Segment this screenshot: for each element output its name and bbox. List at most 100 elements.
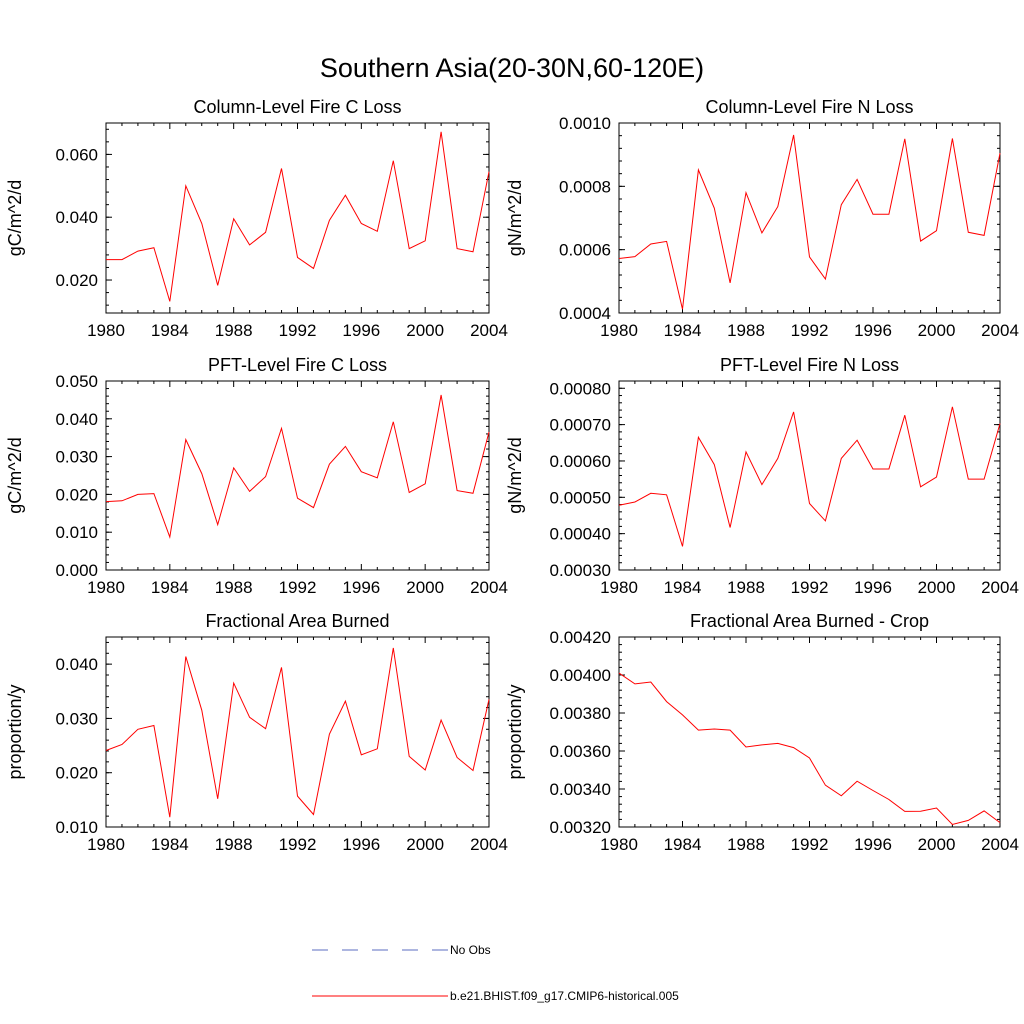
x-tick-label: 1984 <box>664 321 702 340</box>
panel-4: PFT-Level Fire N Loss 1980 1984 1988 1992 199… <box>505 355 1019 597</box>
plot-frame <box>618 636 1001 828</box>
y-tick-label: 0.020 <box>55 271 98 290</box>
y-tick-label: 0.00360 <box>550 742 611 761</box>
plot-frame <box>105 380 490 571</box>
y-tick-label: 0.00080 <box>550 379 611 398</box>
y-axis-label: gN/m^2/d <box>505 180 525 256</box>
x-tick-label: 1984 <box>664 578 702 597</box>
x-tick-label: 1984 <box>151 835 189 854</box>
x-tick-label: 1996 <box>342 578 380 597</box>
plot-frame <box>618 122 1001 314</box>
y-tick-label: 0.0004 <box>559 304 611 323</box>
x-tick-label: 2004 <box>981 578 1019 597</box>
x-tick-label: 1988 <box>215 835 253 854</box>
x-tick-label: 1992 <box>791 578 829 597</box>
y-tick-label: 0.060 <box>55 145 98 164</box>
y-axis-label: gC/m^2/d <box>5 180 25 256</box>
x-tick-label: 1992 <box>279 321 317 340</box>
panel-3: PFT-Level Fire C Loss 1980 1984 1988 1992 199… <box>5 355 508 597</box>
x-tick-label: 2004 <box>981 835 1019 854</box>
plot-frame <box>618 380 1001 571</box>
x-tick-label: 1980 <box>600 578 638 597</box>
y-tick-label: 0.040 <box>55 410 98 429</box>
x-tick-label: 2000 <box>406 835 444 854</box>
y-tick-label: 0.020 <box>55 485 98 504</box>
y-tick-label: 0.00400 <box>550 666 611 685</box>
x-tick-label: 1996 <box>342 321 380 340</box>
legend-obs-label: No Obs <box>450 943 491 957</box>
y-tick-label: 0.00050 <box>550 488 611 507</box>
y-tick-label: 0.010 <box>55 818 98 837</box>
y-axis-label: gN/m^2/d <box>505 437 525 513</box>
x-tick-label: 1988 <box>215 578 253 597</box>
x-tick-label: 1996 <box>854 321 892 340</box>
x-tick-label: 1984 <box>151 321 189 340</box>
series-line <box>105 394 490 540</box>
x-tick-label: 2004 <box>470 578 508 597</box>
x-tick-label: 1992 <box>791 835 829 854</box>
y-tick-label: 0.00030 <box>550 561 611 580</box>
x-tick-label: 1996 <box>854 835 892 854</box>
panel-title: Column-Level Fire C Loss <box>193 97 401 117</box>
x-tick-label: 1988 <box>727 578 765 597</box>
plot-frame <box>105 636 490 828</box>
panel-title: Fractional Area Burned <box>205 611 389 631</box>
panel-title: PFT-Level Fire N Loss <box>720 355 899 375</box>
x-tick-label: 1996 <box>342 835 380 854</box>
x-tick-label: 2000 <box>918 578 956 597</box>
x-tick-label: 1980 <box>600 835 638 854</box>
plot-frame <box>105 122 490 314</box>
y-tick-label: 0.0008 <box>559 177 611 196</box>
y-tick-label: 0.00040 <box>550 525 611 544</box>
panel-6: Fractional Area Burned - Crop 1980 1984 198… <box>505 611 1019 854</box>
x-tick-label: 2000 <box>406 321 444 340</box>
y-tick-label: 0.050 <box>55 372 98 391</box>
series-line <box>618 672 1001 826</box>
x-tick-label: 1992 <box>279 578 317 597</box>
series-line <box>618 134 1001 310</box>
y-tick-label: 0.000 <box>55 561 98 580</box>
x-tick-label: 1992 <box>791 321 829 340</box>
y-tick-label: 0.040 <box>55 655 98 674</box>
panel-title: Fractional Area Burned - Crop <box>690 611 929 631</box>
y-tick-label: 0.00380 <box>550 704 611 723</box>
legend-model-label: b.e21.BHIST.f09_g17.CMIP6-historical.005 <box>450 989 679 1003</box>
panel-2: Column-Level Fire N Loss 1980 1984 1988 1992… <box>505 97 1019 340</box>
panel-title: PFT-Level Fire C Loss <box>208 355 387 375</box>
y-tick-label: 0.030 <box>55 709 98 728</box>
chart-panels: Column-Level Fire C Loss 1980 1984 1988 1992… <box>5 97 1019 854</box>
x-tick-label: 1984 <box>664 835 702 854</box>
x-tick-label: 1980 <box>87 835 125 854</box>
x-tick-label: 1996 <box>854 578 892 597</box>
y-tick-label: 0.00060 <box>550 452 611 471</box>
x-tick-label: 1988 <box>215 321 253 340</box>
x-tick-label: 2000 <box>918 835 956 854</box>
y-tick-label: 0.00320 <box>550 818 611 837</box>
x-tick-label: 2000 <box>406 578 444 597</box>
x-tick-label: 2004 <box>981 321 1019 340</box>
y-tick-label: 0.010 <box>55 523 98 542</box>
panel-5: Fractional Area Burned 1980 1984 1988 1992 19… <box>5 611 508 854</box>
x-tick-label: 1992 <box>279 835 317 854</box>
y-tick-label: 0.030 <box>55 448 98 467</box>
panel-title: Column-Level Fire N Loss <box>705 97 913 117</box>
x-tick-label: 1980 <box>87 578 125 597</box>
series-line <box>106 131 490 302</box>
x-tick-label: 1984 <box>151 578 189 597</box>
y-tick-label: 0.0010 <box>559 114 611 133</box>
y-tick-label: 0.020 <box>55 764 98 783</box>
y-tick-label: 0.00420 <box>550 628 611 647</box>
figure-title: Southern Asia(20-30N,60-120E) <box>320 53 704 83</box>
panel-1: Column-Level Fire C Loss 1980 1984 1988 1992… <box>5 97 508 340</box>
y-tick-label: 0.0006 <box>559 241 611 260</box>
legend: No Obs b.e21.BHIST.f09_g17.CMIP6-histori… <box>312 943 679 1003</box>
y-tick-label: 0.00340 <box>550 780 611 799</box>
y-axis-label: proportion/y <box>505 684 525 779</box>
x-tick-label: 1988 <box>727 835 765 854</box>
series-line <box>105 647 490 818</box>
y-tick-label: 0.00070 <box>550 416 611 435</box>
y-axis-label: gC/m^2/d <box>5 437 25 513</box>
x-tick-label: 1988 <box>727 321 765 340</box>
x-tick-label: 2004 <box>470 835 508 854</box>
